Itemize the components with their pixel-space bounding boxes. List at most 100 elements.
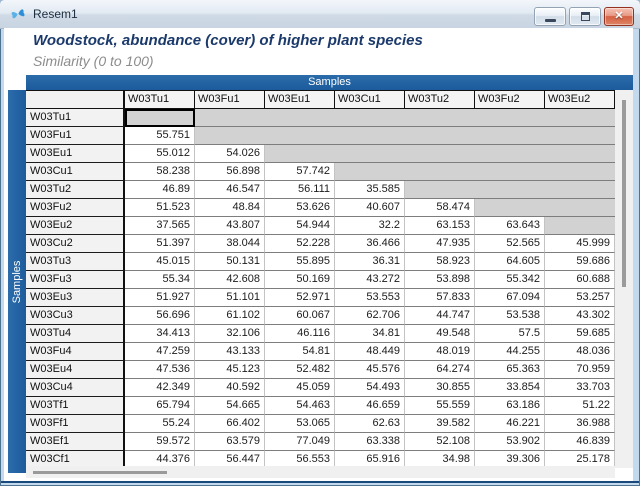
matrix-cell[interactable]: 54.493 [335, 379, 405, 397]
matrix-cell[interactable]: 55.559 [405, 397, 475, 415]
matrix-cell[interactable]: 54.665 [195, 397, 265, 415]
matrix-cell[interactable]: 54.026 [195, 145, 265, 163]
matrix-cell[interactable]: 46.839 [545, 433, 615, 451]
matrix-cell[interactable]: 53.538 [475, 307, 545, 325]
row-label[interactable]: W03Tf1 [26, 397, 125, 415]
matrix-cell[interactable]: 54.944 [265, 217, 335, 235]
matrix-cell[interactable]: 46.547 [195, 181, 265, 199]
matrix-cell[interactable]: 43.272 [335, 271, 405, 289]
row-label[interactable]: W03Ff1 [26, 415, 125, 433]
matrix-cell[interactable]: 52.565 [475, 235, 545, 253]
matrix-cell-empty[interactable] [195, 109, 265, 127]
matrix-cell[interactable]: 30.855 [405, 379, 475, 397]
matrix-cell[interactable]: 55.012 [125, 145, 195, 163]
matrix-cell[interactable]: 57.833 [405, 289, 475, 307]
matrix-cell[interactable]: 43.807 [195, 217, 265, 235]
restore-button[interactable] [569, 7, 601, 26]
matrix-cell-empty[interactable] [545, 145, 615, 163]
matrix-cell[interactable]: 51.22 [545, 397, 615, 415]
matrix-cell[interactable]: 48.84 [195, 199, 265, 217]
matrix-cell[interactable]: 66.402 [195, 415, 265, 433]
column-header[interactable]: W03Cu1 [335, 91, 405, 109]
matrix-cell[interactable]: 65.363 [475, 361, 545, 379]
matrix-cell[interactable]: 56.898 [195, 163, 265, 181]
matrix-cell[interactable]: 63.579 [195, 433, 265, 451]
matrix-cell[interactable]: 53.898 [405, 271, 475, 289]
row-label[interactable]: W03Cu1 [26, 163, 125, 181]
matrix-cell[interactable]: 33.854 [475, 379, 545, 397]
matrix-cell[interactable]: 36.466 [335, 235, 405, 253]
row-label[interactable]: W03Tu3 [26, 253, 125, 271]
matrix-cell[interactable]: 59.572 [125, 433, 195, 451]
matrix-cell[interactable]: 51.523 [125, 199, 195, 217]
matrix-cell[interactable]: 32.2 [335, 217, 405, 235]
matrix-cell-empty[interactable] [545, 163, 615, 181]
matrix-cell[interactable]: 70.959 [545, 361, 615, 379]
matrix-cell[interactable]: 52.482 [265, 361, 335, 379]
row-label[interactable]: W03Tu2 [26, 181, 125, 199]
matrix-cell-empty[interactable] [195, 127, 265, 145]
matrix-cell[interactable]: 51.927 [125, 289, 195, 307]
vertical-scrollbar-thumb[interactable] [622, 100, 626, 287]
matrix-cell[interactable]: 67.094 [475, 289, 545, 307]
matrix-cell[interactable]: 32.106 [195, 325, 265, 343]
matrix-cell[interactable]: 53.257 [545, 289, 615, 307]
matrix-cell-empty[interactable] [545, 199, 615, 217]
matrix-cell[interactable]: 56.553 [265, 451, 335, 469]
matrix-cell[interactable]: 43.133 [195, 343, 265, 361]
matrix-cell-empty[interactable] [335, 127, 405, 145]
matrix-cell[interactable]: 36.988 [545, 415, 615, 433]
matrix-cell[interactable]: 51.397 [125, 235, 195, 253]
matrix-cell-empty[interactable] [405, 181, 475, 199]
primer-butterfly-icon[interactable] [10, 6, 26, 22]
corner-header-cell[interactable] [26, 91, 125, 109]
vertical-scrollbar[interactable] [615, 90, 633, 468]
matrix-cell[interactable]: 39.582 [405, 415, 475, 433]
matrix-cell[interactable]: 45.576 [335, 361, 405, 379]
matrix-cell[interactable]: 63.186 [475, 397, 545, 415]
column-header[interactable]: W03Eu2 [545, 91, 615, 109]
matrix-cell-empty[interactable] [475, 199, 545, 217]
column-header[interactable]: W03Fu2 [475, 91, 545, 109]
matrix-cell[interactable]: 47.536 [125, 361, 195, 379]
row-label[interactable]: W03Tu4 [26, 325, 125, 343]
matrix-cell[interactable]: 62.706 [335, 307, 405, 325]
matrix-cell[interactable]: 48.019 [405, 343, 475, 361]
horizontal-scrollbar[interactable] [26, 466, 615, 478]
matrix-cell[interactable]: 53.553 [335, 289, 405, 307]
matrix-cell[interactable]: 59.685 [545, 325, 615, 343]
matrix-cell[interactable]: 58.474 [405, 199, 475, 217]
matrix-cell-empty[interactable] [545, 127, 615, 145]
matrix-cell[interactable]: 63.153 [405, 217, 475, 235]
matrix-cell[interactable]: 65.794 [125, 397, 195, 415]
minimize-button[interactable] [534, 7, 566, 26]
matrix-cell[interactable]: 40.592 [195, 379, 265, 397]
matrix-cell-empty[interactable] [475, 127, 545, 145]
matrix-cell[interactable]: 53.902 [475, 433, 545, 451]
matrix-cell[interactable]: 55.751 [125, 127, 195, 145]
matrix-cell[interactable]: 63.643 [475, 217, 545, 235]
matrix-cell[interactable]: 57.5 [475, 325, 545, 343]
row-label[interactable]: W03Eu1 [26, 145, 125, 163]
matrix-cell[interactable]: 34.413 [125, 325, 195, 343]
matrix-cell[interactable]: 43.302 [545, 307, 615, 325]
matrix-cell[interactable]: 50.131 [195, 253, 265, 271]
matrix-cell[interactable]: 34.81 [335, 325, 405, 343]
matrix-cell[interactable]: 46.89 [125, 181, 195, 199]
title-bar[interactable]: Resem1 ✕ [0, 0, 640, 29]
row-label[interactable]: W03Eu3 [26, 289, 125, 307]
matrix-cell[interactable]: 54.463 [265, 397, 335, 415]
horizontal-scrollbar-thumb[interactable] [33, 471, 167, 474]
matrix-cell[interactable]: 37.565 [125, 217, 195, 235]
matrix-cell[interactable]: 46.221 [475, 415, 545, 433]
matrix-cell-empty[interactable] [405, 109, 475, 127]
row-label[interactable]: W03Eu2 [26, 217, 125, 235]
matrix-cell[interactable]: 45.999 [545, 235, 615, 253]
matrix-cell[interactable]: 58.238 [125, 163, 195, 181]
matrix-cell-empty[interactable] [545, 217, 615, 235]
matrix-cell[interactable]: 47.935 [405, 235, 475, 253]
matrix-cell[interactable]: 55.34 [125, 271, 195, 289]
matrix-cell[interactable]: 60.688 [545, 271, 615, 289]
matrix-cell[interactable]: 60.067 [265, 307, 335, 325]
matrix-cell-empty[interactable] [545, 109, 615, 127]
